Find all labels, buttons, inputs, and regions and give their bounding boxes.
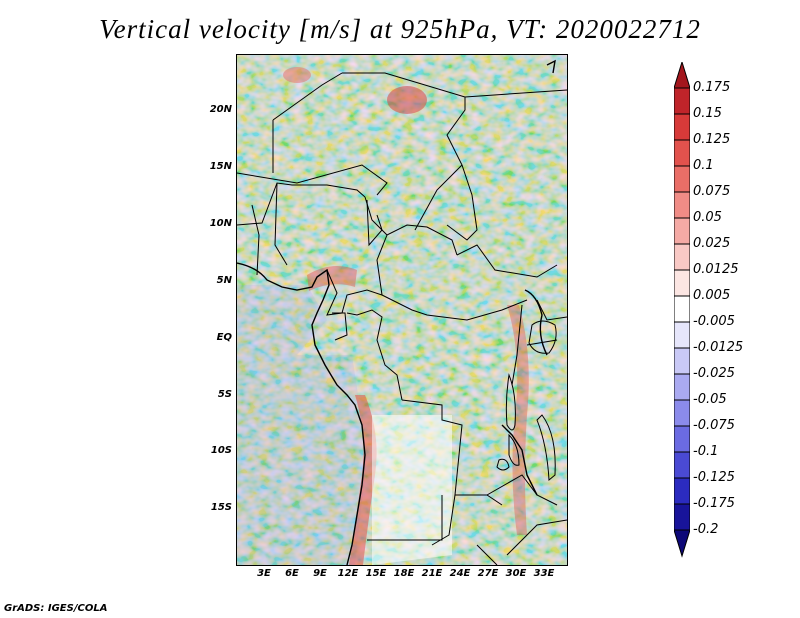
colorbar-label-neg0.1: -0.1 xyxy=(693,444,719,459)
lat-label-20n: 20N xyxy=(209,104,232,115)
atlantic-ocean-shade xyxy=(237,355,367,565)
northern-updraft-patch xyxy=(283,67,311,83)
coastline xyxy=(237,59,556,565)
lon-label-27e: 27E xyxy=(477,568,499,579)
map-plot-area xyxy=(236,54,568,566)
colorbar-segment xyxy=(674,243,690,271)
sahara-updraft-patch xyxy=(387,86,427,114)
colorbar-segment xyxy=(674,477,690,505)
colorbar-label-neg0.2: -0.2 xyxy=(693,522,719,537)
lon-label-6e: 6E xyxy=(285,568,299,579)
velocity-field-map xyxy=(237,55,567,565)
lakes xyxy=(496,320,557,482)
colorbar-bottom-arrow xyxy=(674,529,690,558)
colorbar-label-0.075: 0.075 xyxy=(693,184,731,199)
colorbar-segment xyxy=(674,165,690,193)
colorbar-label-0.125: 0.125 xyxy=(693,132,731,147)
colorbar-segment xyxy=(674,373,690,401)
colorbar-label-neg0.005: -0.005 xyxy=(693,314,735,329)
colorbar-label-0.0125: 0.0125 xyxy=(693,262,739,277)
colorbar-segment xyxy=(674,425,690,453)
colorbar-label-0.175: 0.175 xyxy=(693,80,731,95)
colorbar-label-0.05: 0.05 xyxy=(693,210,722,225)
map-title: Vertical velocity [m/s] at 925hPa, VT: 2… xyxy=(99,14,701,44)
lon-label-3e: 3E xyxy=(257,568,271,579)
colorbar-segment xyxy=(674,269,690,297)
lon-label-21e: 21E xyxy=(421,568,443,579)
colorbar-label-neg0.175: -0.175 xyxy=(693,496,735,511)
colorbar-label-neg0.125: -0.125 xyxy=(693,470,735,485)
colorbar-segment xyxy=(674,217,690,245)
colorbar-label-0.1: 0.1 xyxy=(693,158,714,173)
country-borders xyxy=(237,72,567,565)
colorbar-segment xyxy=(674,113,690,141)
lon-label-18e: 18E xyxy=(393,568,415,579)
lon-label-15e: 15E xyxy=(365,568,387,579)
colorbar-segment xyxy=(674,139,690,167)
colorbar-label-0.15: 0.15 xyxy=(693,106,722,121)
lon-label-33e: 33E xyxy=(533,568,555,579)
gulf-of-guinea-shade xyxy=(237,285,327,355)
colorbar-segment xyxy=(674,503,690,531)
colorbar-segment xyxy=(674,347,690,375)
lon-label-12e: 12E xyxy=(337,568,359,579)
lat-label-15n: 15N xyxy=(209,161,232,172)
colorbar-segment xyxy=(674,295,690,323)
colorbar xyxy=(674,62,690,558)
lat-label-5s: 5S xyxy=(217,389,232,400)
colorbar-label-neg0.025: -0.025 xyxy=(693,366,735,381)
lat-label-10n: 10N xyxy=(209,218,232,229)
colorbar-label-neg0.075: -0.075 xyxy=(693,418,735,433)
lat-label-eq: EQ xyxy=(216,332,232,343)
colorbar-segment xyxy=(674,451,690,479)
colorbar-segment xyxy=(674,399,690,427)
lat-label-5n: 5N xyxy=(216,275,232,286)
colorbar-label-neg0.05: -0.05 xyxy=(693,392,727,407)
colorbar-segment xyxy=(674,321,690,349)
colorbar-label-0.005: 0.005 xyxy=(693,288,731,303)
colorbar-segment xyxy=(674,87,690,115)
angola-interior-shade xyxy=(372,415,452,565)
lat-label-15s: 15S xyxy=(210,502,232,513)
colorbar-label-0.025: 0.025 xyxy=(693,236,731,251)
lat-label-10s: 10S xyxy=(210,445,232,456)
colorbar-label-neg0.0125: -0.0125 xyxy=(693,340,744,355)
colorbar-segment xyxy=(674,191,690,219)
lon-label-9e: 9E xyxy=(313,568,327,579)
niger-delta-band xyxy=(307,266,357,291)
lon-label-30e: 30E xyxy=(505,568,527,579)
lon-label-24e: 24E xyxy=(449,568,471,579)
colorbar-top-arrow xyxy=(674,62,690,89)
grads-credit: GrADS: IGES/COLA xyxy=(4,603,108,614)
